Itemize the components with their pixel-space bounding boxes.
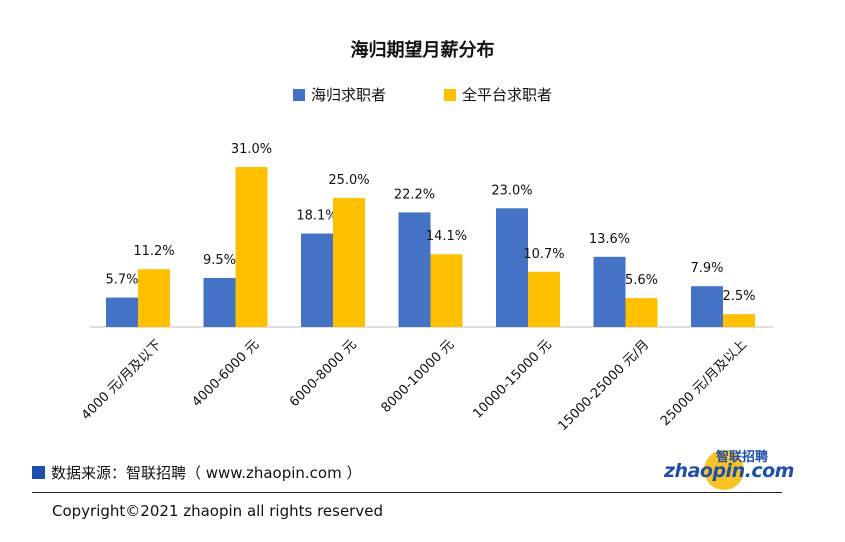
- data-label-series-1-cat-7: 7.9%: [690, 261, 723, 276]
- category-label-2: 4000-6000 元: [189, 337, 262, 410]
- bar-series-1-cat-6: [593, 256, 626, 327]
- bar-series-2-cat-7: [723, 314, 755, 327]
- category-label-6: 15000-25000 元/月: [556, 337, 653, 434]
- bar-series-1-cat-5: [496, 208, 528, 327]
- bar-series-1-cat-7: [691, 286, 723, 327]
- data-label-series-2-cat-6: 5.6%: [625, 273, 658, 288]
- source-square-icon: [32, 466, 45, 479]
- data-label-series-2-cat-3: 25.0%: [328, 173, 369, 188]
- bar-series-2-cat-1: [138, 269, 170, 327]
- data-label-series-2-cat-4: 14.1%: [426, 229, 467, 244]
- legend-item-series-2: 全平台求职者: [444, 84, 552, 105]
- legend: 海归求职者 全平台求职者: [0, 84, 845, 105]
- copyright-text: Copyright©2021 zhaopin all rights reserv…: [52, 502, 383, 520]
- bar-series-2-cat-4: [430, 254, 463, 327]
- legend-item-series-1: 海归求职者: [292, 84, 386, 105]
- divider: [32, 492, 782, 493]
- category-label-4: 8000-10000 元: [379, 337, 458, 416]
- category-label-5: 10000-15000 元: [470, 337, 555, 422]
- data-label-series-2-cat-7: 2.5%: [722, 289, 755, 304]
- data-label-series-1-cat-2: 9.5%: [203, 253, 236, 268]
- data-label-series-2-cat-2: 31.0%: [231, 142, 272, 157]
- bar-series-2-cat-5: [528, 271, 560, 327]
- bar-series-2-cat-2: [235, 167, 268, 327]
- logo-latin-text: zhaopin.com: [664, 460, 794, 482]
- data-label-series-1-cat-3: 18.1%: [296, 209, 337, 224]
- source-note: 数据来源：智联招聘（ www.zhaopin.com ）: [32, 462, 361, 483]
- data-label-series-1-cat-5: 23.0%: [491, 183, 532, 198]
- data-label-series-1-cat-4: 22.2%: [394, 187, 435, 202]
- data-label-series-1-cat-6: 13.6%: [589, 232, 630, 247]
- source-text: 数据来源：智联招聘（ www.zhaopin.com ）: [51, 464, 362, 482]
- category-label-3: 6000-8000 元: [287, 337, 360, 410]
- bar-series-2-cat-6: [625, 298, 658, 327]
- legend-label-series-1: 海归求职者: [310, 86, 386, 104]
- legend-label-series-2: 全平台求职者: [462, 86, 553, 104]
- bar-series-1-cat-3: [301, 233, 333, 327]
- category-label-1: 4000 元/月及以下: [79, 337, 165, 423]
- category-label-7: 25000 元/月及以上: [658, 337, 750, 429]
- legend-swatch-series-2: [444, 88, 456, 101]
- bar-series-1-cat-1: [106, 297, 138, 327]
- chart-title: 海归期望月薪分布: [350, 40, 495, 61]
- bar-series-2-cat-3: [333, 197, 365, 327]
- data-label-series-2-cat-1: 11.2%: [133, 244, 174, 259]
- logo-cn-text: 智联招聘: [716, 450, 769, 465]
- legend-swatch-series-1: [292, 88, 305, 101]
- data-label-series-2-cat-5: 10.7%: [523, 247, 564, 262]
- data-label-series-1-cat-1: 5.7%: [105, 273, 138, 288]
- zhaopin-logo: 智联招聘 zhaopin.com: [664, 448, 794, 492]
- bar-series-1-cat-2: [203, 277, 236, 327]
- logo-circle-icon: [704, 450, 744, 490]
- bar-series-1-cat-4: [398, 212, 431, 327]
